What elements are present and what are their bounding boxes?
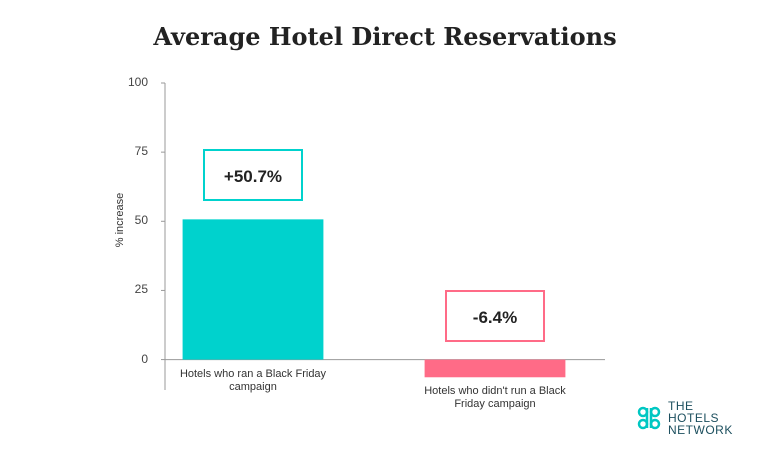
x-tick-label: Hotels who ran a Black Friday campaign	[179, 367, 327, 393]
chart-title: Average Hotel Direct Reservations	[153, 22, 617, 51]
logo-line: NETWORK	[668, 423, 733, 437]
bar	[182, 219, 324, 360]
y-tick-label: 0	[141, 351, 148, 366]
value-label: -6.4%	[445, 289, 545, 342]
value-label: +50.7%	[203, 149, 303, 202]
y-tick-label: 25	[134, 282, 148, 297]
y-tick-label: 50	[134, 213, 148, 228]
logo-text: THE HOTELS NETWORK	[668, 400, 733, 436]
logo-line: HOTELS	[668, 411, 720, 425]
logo: THE HOTELS NETWORK	[636, 400, 733, 436]
y-tick-label: 75	[134, 144, 148, 159]
logo-line: THE	[668, 399, 694, 413]
logo-icon	[637, 406, 661, 430]
bar	[424, 359, 566, 378]
x-tick-label: Hotels who didn't run a Black Friday cam…	[424, 385, 566, 411]
y-tick-label: 100	[127, 75, 148, 89]
